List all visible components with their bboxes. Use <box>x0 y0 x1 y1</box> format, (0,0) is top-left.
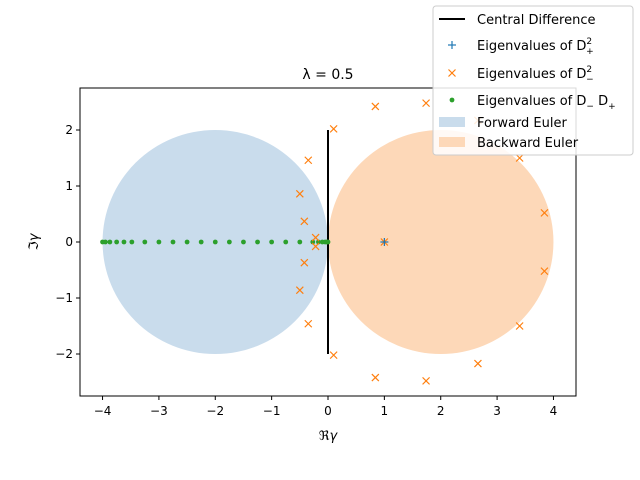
data-point-x-5 <box>295 189 304 198</box>
x-tick-label: −2 <box>206 404 224 418</box>
data-point-dot-4 <box>316 239 321 245</box>
data-point-dot-12 <box>212 239 218 245</box>
legend-label: Forward Euler <box>477 116 567 131</box>
legend-label: Backward Euler <box>477 136 579 151</box>
legend-marker-icon <box>449 97 455 103</box>
data-point-x-6 <box>295 286 304 295</box>
x-tick-label: 1 <box>381 404 389 418</box>
data-point-dot-20 <box>114 239 120 245</box>
legend-label: Central Difference <box>477 13 596 28</box>
x-tick-label: −4 <box>94 404 112 418</box>
data-point-dot-7 <box>283 239 289 245</box>
x-tick-label: 3 <box>493 404 501 418</box>
y-axis-label: ℑγ <box>27 232 42 250</box>
legend-box <box>432 5 634 156</box>
legend-label: Eigenvalues of D2 + <box>477 37 594 57</box>
legend-patch-icon <box>439 137 465 147</box>
x-tick-label: 2 <box>437 404 445 418</box>
data-point-dot-3 <box>319 239 325 245</box>
data-point-x-16 <box>474 359 482 368</box>
data-point-x-12 <box>371 373 380 382</box>
y-tick-label: −1 <box>55 291 73 305</box>
legend-marker-icon <box>448 41 456 49</box>
y-tick-label: −2 <box>55 347 73 361</box>
legend-patch-icon <box>439 117 465 127</box>
data-point-dot-9 <box>255 239 260 245</box>
legend: Central Difference Eigenvalues of D2 + Eige… <box>432 5 634 156</box>
data-point-x-9 <box>311 233 320 242</box>
x-tick-label: 4 <box>550 404 558 418</box>
data-point-x-13 <box>422 99 430 108</box>
data-point-x-7 <box>300 217 309 226</box>
data-point-dot-17 <box>142 239 148 245</box>
data-point-x-8 <box>300 258 309 267</box>
data-point-dot-11 <box>226 239 232 245</box>
data-point-dot-19 <box>121 239 127 245</box>
legend-label: Eigenvalues of D2− <box>477 65 594 85</box>
y-axis-ticks: −2 −1 0 1 2 <box>55 123 80 361</box>
data-point-x-20 <box>540 267 549 276</box>
data-point-dot-10 <box>241 239 246 245</box>
data-point-x-11 <box>371 102 380 111</box>
region-backward-euler <box>328 130 554 354</box>
y-tick-label: 1 <box>65 179 73 193</box>
data-point-x-3 <box>304 156 313 165</box>
x-tick-label: −1 <box>263 404 281 418</box>
data-point-dot-5 <box>310 239 316 245</box>
x-tick-label: −3 <box>150 404 168 418</box>
data-point-dot-8 <box>269 239 275 245</box>
data-point-x-18 <box>515 322 524 330</box>
data-point-dot-23 <box>100 239 105 245</box>
data-point-x-2 <box>329 351 338 360</box>
data-point-dot-13 <box>198 239 204 245</box>
data-point-dot-18 <box>129 239 135 245</box>
y-tick-label: 0 <box>65 235 73 249</box>
data-point-x-4 <box>304 319 313 328</box>
data-point-dot-21 <box>107 239 113 245</box>
y-tick-label: 2 <box>65 123 73 137</box>
x-axis-ticks: −4 −3 −2 −1 0 1 2 3 4 <box>94 396 558 418</box>
x-axis-label: ℜγ <box>319 429 339 444</box>
data-point-dot-14 <box>184 239 190 245</box>
data-point-x-10 <box>311 242 320 251</box>
legend-marker-icon <box>448 69 456 77</box>
data-point-dot-16 <box>156 239 162 245</box>
data-point-dot-15 <box>170 239 176 245</box>
legend-label: Eigenvalues of D− D+ <box>477 94 616 112</box>
data-point-dot-6 <box>297 239 303 245</box>
data-point-plus-0 <box>380 238 389 246</box>
data-point-x-17 <box>515 154 524 162</box>
x-tick-label: 0 <box>324 404 332 418</box>
data-point-x-19 <box>540 208 549 217</box>
data-point-x-1 <box>329 124 338 133</box>
data-point-x-14 <box>422 376 430 385</box>
chart-title: λ = 0.5 <box>302 67 353 83</box>
